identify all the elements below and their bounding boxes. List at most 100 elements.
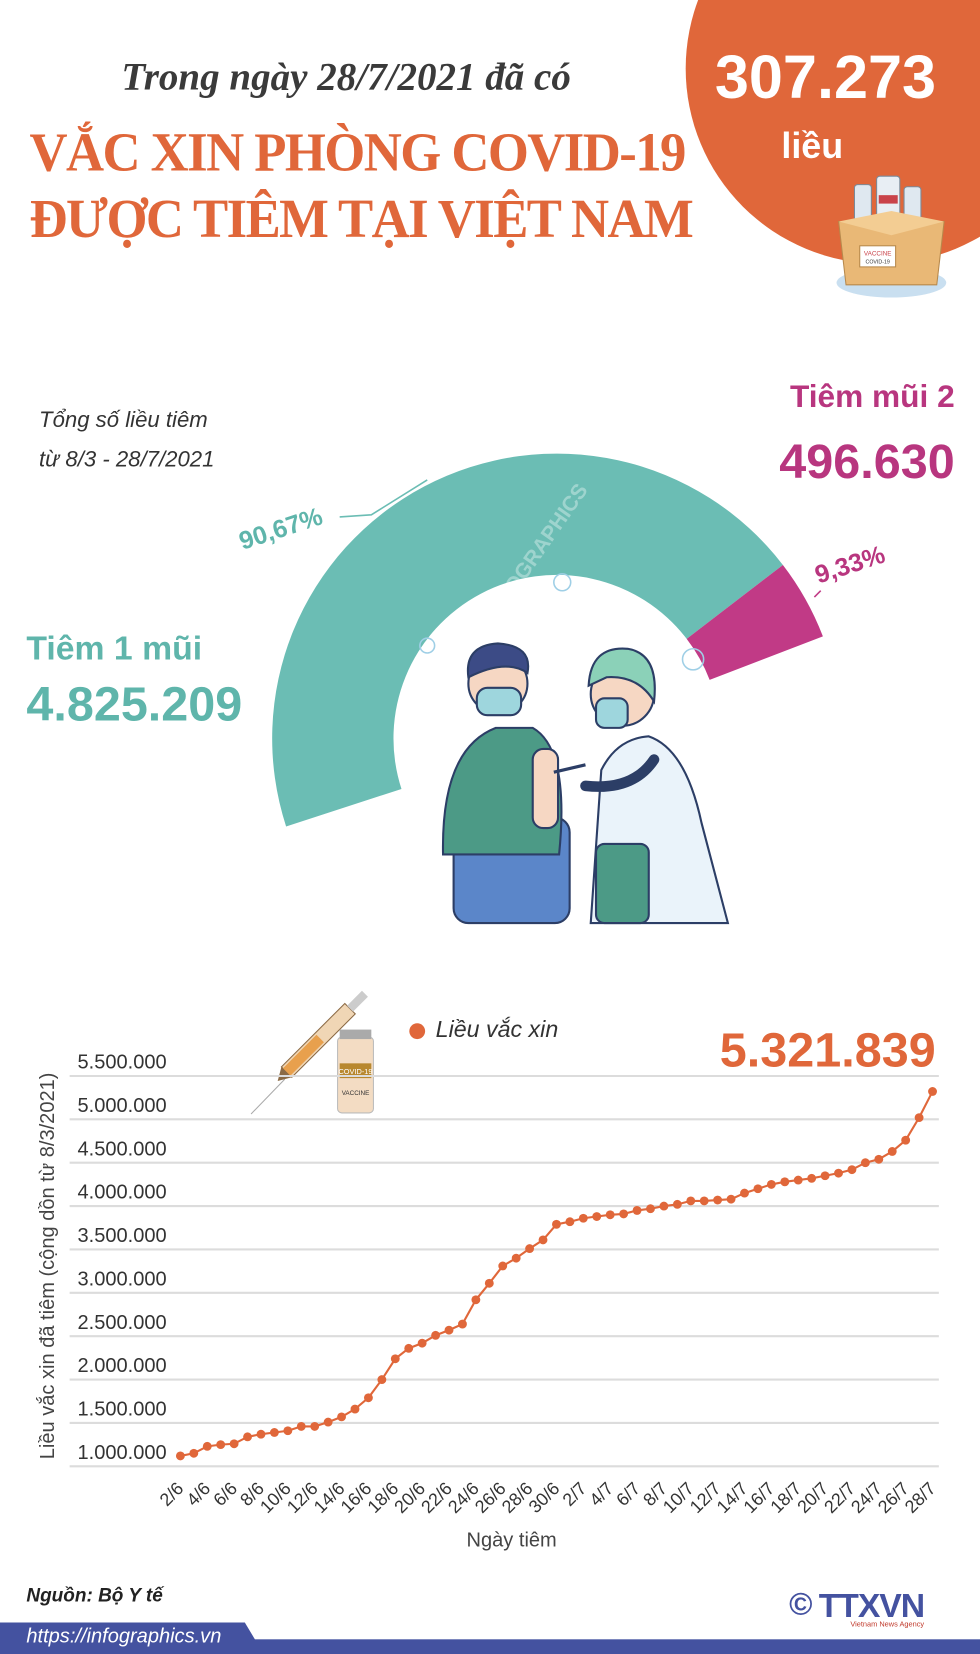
ttxvn-logo: © TTXVN Vietnam News Agency bbox=[789, 1586, 925, 1629]
data-point bbox=[525, 1244, 535, 1254]
data-point bbox=[672, 1199, 682, 1209]
svg-text:COVID-19: COVID-19 bbox=[866, 260, 890, 266]
data-point bbox=[484, 1278, 494, 1288]
data-point bbox=[659, 1201, 669, 1211]
data-point bbox=[202, 1441, 212, 1451]
box-label: VACCINE bbox=[864, 250, 892, 257]
summary-caption-1: Tổng số liều tiêm bbox=[39, 408, 208, 433]
data-point bbox=[914, 1113, 924, 1123]
data-point bbox=[189, 1448, 199, 1458]
data-point bbox=[417, 1338, 427, 1348]
x-tick-label: 6/7 bbox=[612, 1478, 644, 1510]
footer-tab bbox=[0, 1622, 264, 1654]
y-tick-label: 1.000.000 bbox=[78, 1442, 167, 1464]
data-point bbox=[431, 1330, 441, 1340]
data-point bbox=[404, 1343, 414, 1353]
data-point bbox=[175, 1451, 185, 1461]
x-tick-label: 6/6 bbox=[209, 1478, 241, 1510]
data-point bbox=[646, 1204, 655, 1214]
data-point bbox=[216, 1440, 226, 1450]
data-point bbox=[310, 1421, 320, 1431]
svg-text:COVID-19: COVID-19 bbox=[338, 1067, 372, 1076]
data-point bbox=[538, 1235, 548, 1245]
x-tick-label: 4/7 bbox=[585, 1478, 617, 1510]
x-tick-label: 2/7 bbox=[559, 1478, 591, 1510]
intro-text: Trong ngày 28/7/2021 đã có bbox=[121, 55, 571, 100]
data-point bbox=[390, 1354, 400, 1364]
data-point bbox=[498, 1261, 508, 1271]
logo-text: TTXVN bbox=[818, 1586, 925, 1625]
data-point bbox=[632, 1206, 642, 1215]
data-point bbox=[565, 1217, 575, 1227]
data-point bbox=[847, 1165, 857, 1175]
data-point bbox=[296, 1421, 306, 1431]
svg-text:VACCINE: VACCINE bbox=[342, 1090, 370, 1097]
data-point bbox=[928, 1087, 937, 1096]
data-point bbox=[860, 1158, 870, 1168]
vaccine-box-icon: VACCINE COVID-19 bbox=[836, 175, 947, 298]
y-tick-label: 1.500.000 bbox=[78, 1399, 167, 1421]
data-point bbox=[619, 1209, 629, 1219]
x-tick-label: 4/6 bbox=[183, 1478, 215, 1510]
data-point bbox=[229, 1439, 239, 1449]
legend-marker bbox=[409, 1023, 426, 1040]
y-tick-label: 3.500.000 bbox=[78, 1225, 167, 1247]
dose2-leader-line bbox=[813, 590, 822, 598]
y-tick-label: 5.500.000 bbox=[78, 1052, 167, 1074]
data-point bbox=[592, 1212, 602, 1221]
data-point bbox=[269, 1428, 279, 1437]
data-point bbox=[323, 1417, 333, 1427]
data-point bbox=[256, 1429, 266, 1439]
y-tick-label: 2.500.000 bbox=[78, 1312, 167, 1334]
data-point bbox=[458, 1319, 467, 1329]
logo-subtext: Vietnam News Agency bbox=[850, 1621, 925, 1629]
title-line-1: VẮC XIN PHÒNG COVID-19 bbox=[29, 120, 687, 183]
data-point bbox=[578, 1213, 588, 1223]
legend-label: Liều vắc xin bbox=[435, 1015, 559, 1043]
dose-share-gauge: INFOGRAPHICS bbox=[272, 453, 823, 925]
gauge-segment-dose1 bbox=[272, 453, 783, 827]
data-point bbox=[834, 1168, 843, 1178]
x-tick-label: 30/6 bbox=[525, 1478, 564, 1517]
x-tick-label: 2/6 bbox=[156, 1478, 188, 1510]
data-point bbox=[780, 1177, 790, 1187]
chart-total-value: 5.321.839 bbox=[719, 1022, 936, 1078]
x-tick-label: 28/7 bbox=[901, 1478, 940, 1517]
data-point bbox=[363, 1393, 373, 1403]
y-tick-label: 4.000.000 bbox=[78, 1182, 167, 1204]
series-line bbox=[180, 1090, 934, 1457]
data-point bbox=[444, 1325, 454, 1335]
data-point bbox=[699, 1196, 709, 1206]
dose2-value: 496.630 bbox=[779, 433, 955, 489]
data-point bbox=[874, 1154, 884, 1164]
title-line-2: ĐƯỢC TIÊM TẠI VIỆT NAM bbox=[29, 187, 694, 250]
x-axis-title: Ngày tiêm bbox=[466, 1529, 557, 1552]
syringe-vial-icon: COVID-19 VACCINE bbox=[250, 990, 374, 1115]
virus-icons bbox=[419, 573, 705, 671]
data-point bbox=[726, 1194, 736, 1204]
y-tick-label: 4.500.000 bbox=[78, 1138, 167, 1160]
copyright-icon: © bbox=[789, 1587, 813, 1623]
website-link[interactable]: https://infographics.vn bbox=[26, 1625, 222, 1648]
dose1-label: Tiêm 1 mũi bbox=[26, 628, 203, 667]
source-note: Nguồn: Bộ Y tế bbox=[26, 1584, 163, 1606]
data-point bbox=[686, 1196, 696, 1206]
data-point bbox=[793, 1175, 803, 1185]
data-point bbox=[350, 1404, 360, 1414]
cumulative-doses-chart: 1.000.000 1.500.000 2.000.000 2.500.000 3.00… bbox=[69, 1052, 940, 1517]
y-tick-label: 2.000.000 bbox=[78, 1355, 167, 1377]
data-point bbox=[820, 1171, 830, 1181]
data-point bbox=[511, 1253, 521, 1263]
data-point bbox=[887, 1147, 897, 1156]
vaccination-illustration bbox=[419, 573, 730, 925]
data-point bbox=[766, 1179, 776, 1189]
data-point bbox=[605, 1210, 615, 1220]
data-point bbox=[471, 1295, 481, 1305]
nurse-figure bbox=[553, 647, 730, 925]
y-tick-label: 3.000.000 bbox=[78, 1268, 167, 1290]
data-point bbox=[337, 1412, 346, 1422]
data-point bbox=[753, 1184, 763, 1194]
y-tick-label: 5.000.000 bbox=[78, 1095, 167, 1117]
data-point bbox=[377, 1375, 387, 1385]
